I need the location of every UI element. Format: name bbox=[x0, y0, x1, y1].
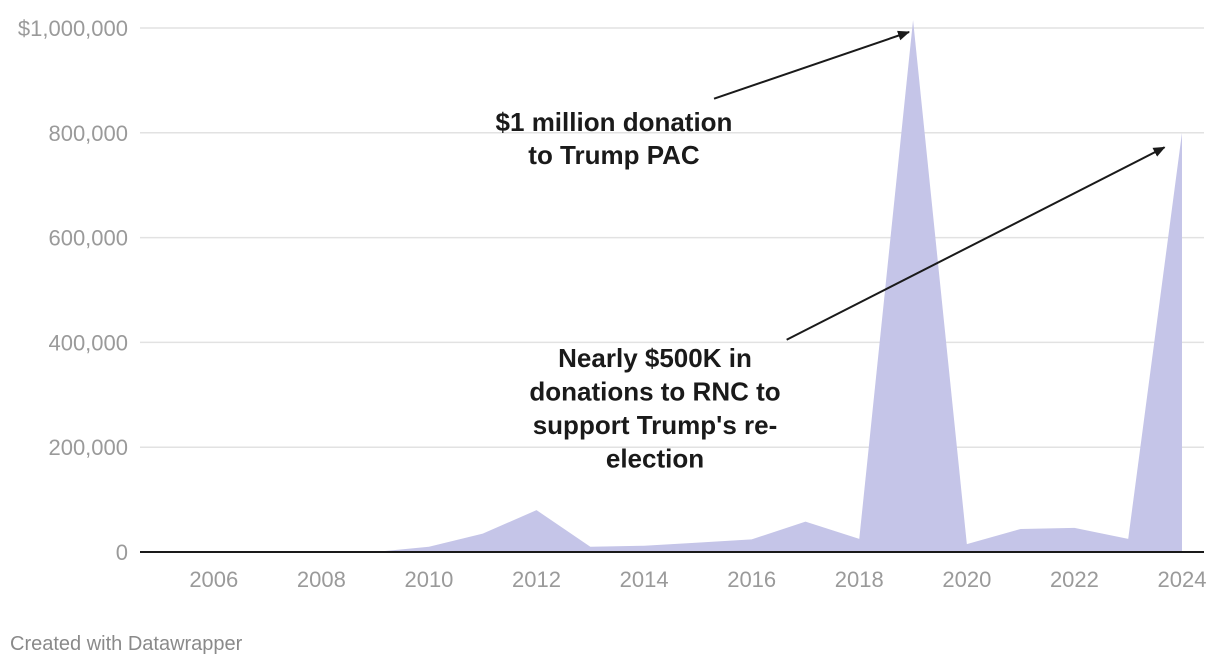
x-tick-label-2014: 2014 bbox=[620, 567, 669, 592]
y-tick-label-1000000: $1,000,000 bbox=[18, 16, 128, 41]
gridlines bbox=[140, 27, 1204, 448]
x-tick-label-2006: 2006 bbox=[189, 567, 238, 592]
y-axis-ticks: 0 200,000 400,000 600,000 800,000 $1,000,000 bbox=[18, 16, 128, 565]
annotation-1-line-1: $1 million donation bbox=[496, 107, 733, 137]
y-tick-label-800000: 800,000 bbox=[48, 121, 128, 146]
area-fill bbox=[160, 20, 1182, 552]
x-tick-label-2008: 2008 bbox=[297, 567, 346, 592]
annotation-2-line-1: Nearly $500K in bbox=[558, 343, 752, 373]
y-tick-label-0: 0 bbox=[116, 540, 128, 565]
annotation-1-line-2: to Trump PAC bbox=[528, 140, 700, 170]
annotation-1-arrow bbox=[713, 30, 910, 100]
annotation-2-line-2: donations to RNC to bbox=[529, 377, 780, 407]
x-tick-label-2016: 2016 bbox=[727, 567, 776, 592]
y-tick-label-400000: 400,000 bbox=[48, 330, 128, 355]
annotation-2-arrow bbox=[786, 146, 1166, 341]
x-tick-label-2018: 2018 bbox=[835, 567, 884, 592]
x-tick-label-2020: 2020 bbox=[942, 567, 991, 592]
footer-credit: Created with Datawrapper bbox=[10, 633, 243, 655]
x-tick-label-2024: 2024 bbox=[1158, 567, 1207, 592]
x-axis-ticks: 2006 2008 2010 2012 2014 2016 2018 2020 2022 2024 bbox=[189, 567, 1206, 592]
area-series bbox=[160, 20, 1182, 552]
y-tick-label-200000: 200,000 bbox=[48, 435, 128, 460]
x-tick-label-2010: 2010 bbox=[404, 567, 453, 592]
annotation-2-line-4: election bbox=[606, 444, 704, 474]
annotation-2-line-3: support Trump's re- bbox=[533, 410, 778, 440]
y-tick-label-600000: 600,000 bbox=[48, 226, 128, 251]
annotation-2: Nearly $500K in donations to RNC tosuppor… bbox=[529, 146, 1166, 474]
x-tick-label-2022: 2022 bbox=[1050, 567, 1099, 592]
x-tick-label-2012: 2012 bbox=[512, 567, 561, 592]
